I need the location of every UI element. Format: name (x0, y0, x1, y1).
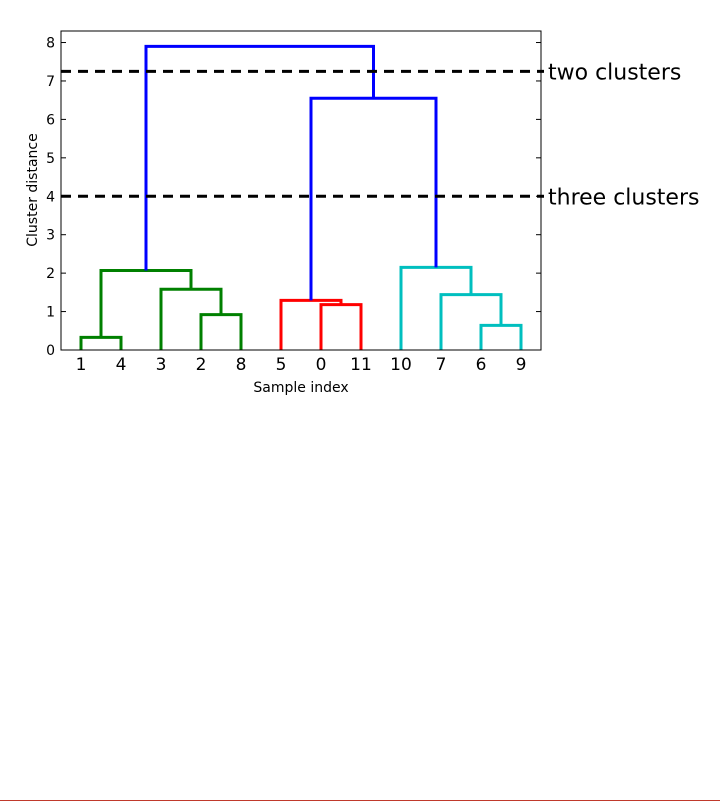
x-leaf-label: 11 (350, 355, 372, 375)
y-tick-label: 7 (46, 74, 55, 90)
y-tick-label: 6 (46, 112, 55, 128)
link-red-cyan (309, 96, 438, 301)
x-axis-label: Sample index (253, 380, 348, 396)
x-leaf-label: 4 (116, 355, 127, 375)
x-leaf-label: 7 (436, 355, 447, 375)
x-leaf-label: 0 (316, 355, 327, 375)
x-leaf-label: 1 (76, 355, 87, 375)
x-axis-ticks: 1 4 3 2 8 5 0 11 10 7 6 9 (76, 355, 527, 375)
x-leaf-label: 9 (516, 355, 527, 375)
cut-label-2: three clusters (548, 185, 699, 210)
link-3-28 (159, 287, 223, 350)
link-7-69 (439, 293, 503, 350)
y-tick-label: 5 (46, 151, 55, 167)
x-leaf-label: 8 (236, 355, 247, 375)
x-leaf-label: 10 (390, 355, 412, 375)
cut-label-1: two clusters (548, 60, 681, 85)
y-tick-label: 8 (46, 36, 55, 52)
x-leaf-label: 6 (476, 355, 487, 375)
link-root (144, 44, 375, 271)
x-leaf-label: 2 (196, 355, 207, 375)
link-14-328 (99, 268, 193, 338)
dendrogram-links (79, 44, 523, 350)
y-tick-label: 4 (46, 189, 55, 205)
y-axis-ticks: 0 1 2 3 4 5 6 7 8 (46, 36, 541, 359)
link-10-769 (399, 265, 473, 350)
link-1-4 (79, 335, 123, 350)
x-leaf-label: 5 (276, 355, 287, 375)
cut-annotations: two clusters three clusters (548, 60, 699, 210)
x-leaf-label: 3 (156, 355, 167, 375)
plot-frame (60, 30, 542, 351)
link-2-8 (199, 313, 243, 350)
link-6-9 (479, 323, 523, 350)
y-tick-label: 3 (46, 228, 55, 244)
y-tick-label: 1 (46, 305, 55, 321)
link-0-11 (319, 303, 363, 350)
cut-lines (61, 69, 544, 198)
y-tick-label: 0 (46, 343, 55, 359)
y-axis-label: Cluster distance (25, 133, 41, 246)
link-5-011 (279, 298, 343, 350)
y-tick-label: 2 (46, 266, 55, 282)
